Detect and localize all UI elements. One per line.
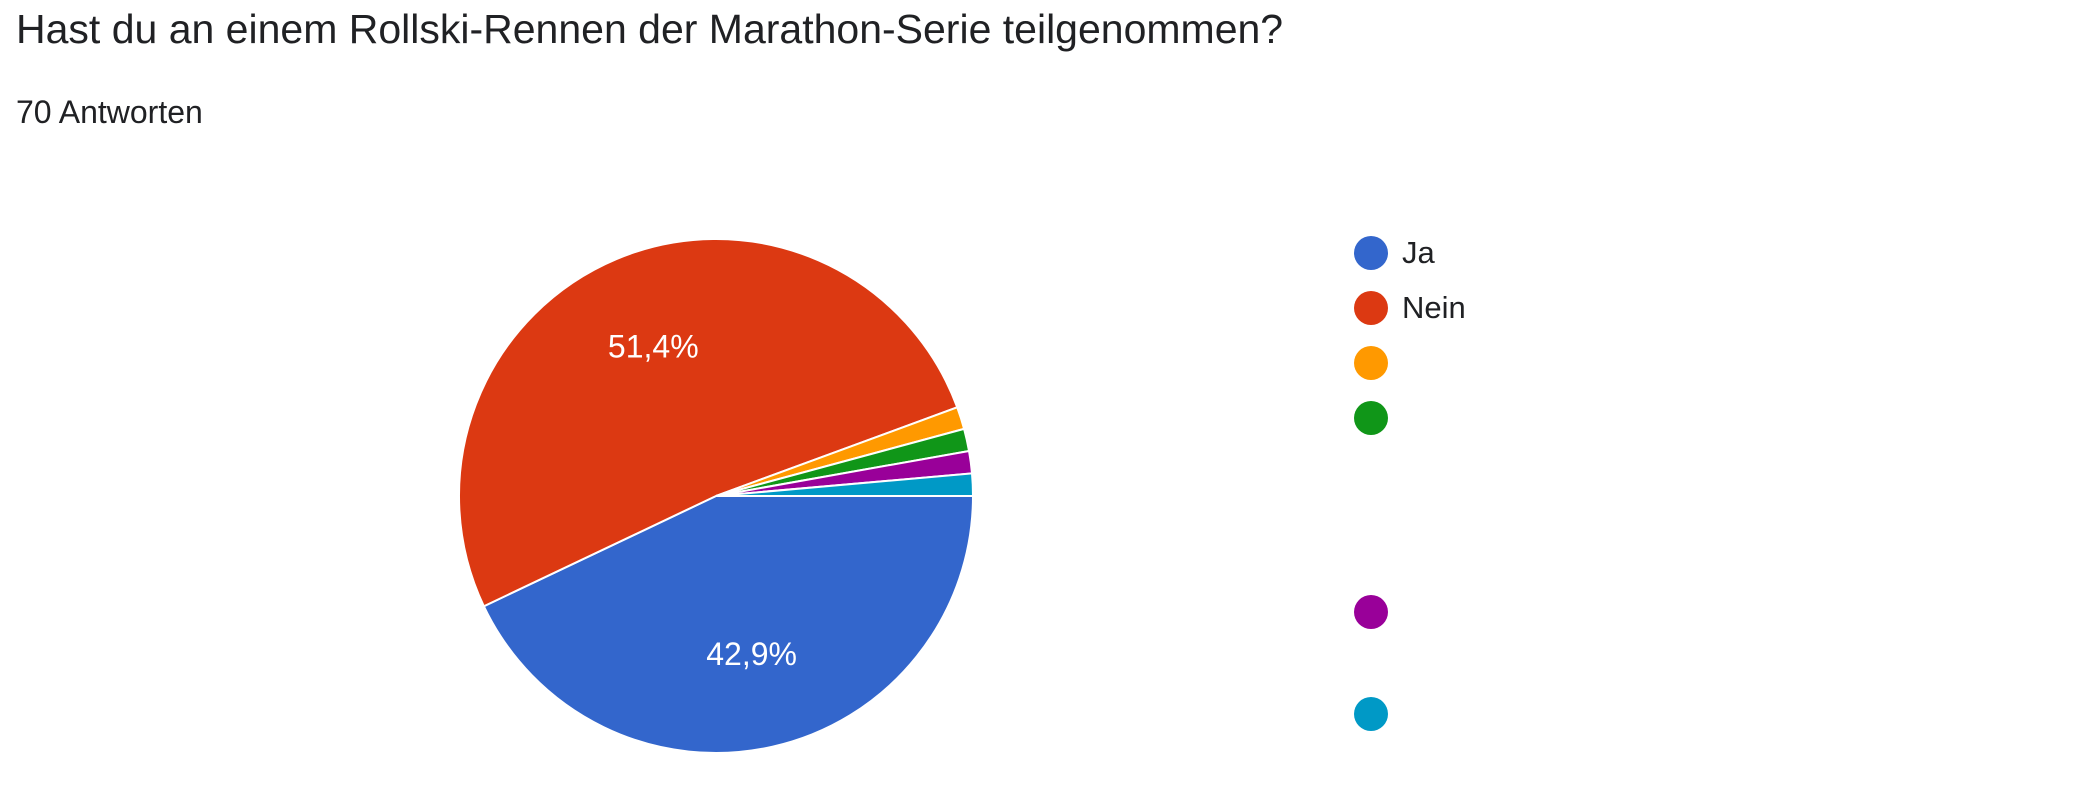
slice-value-label: 51,4%: [608, 329, 699, 365]
pie-slice-ja[interactable]: [482, 495, 975, 754]
legend-color-dot: [1354, 291, 1388, 325]
pie-slice-other-5[interactable]: [715, 472, 975, 497]
slice-value-label: 42,9%: [706, 636, 797, 672]
response-count: 70 Antworten: [16, 94, 203, 130]
legend-color-dot: [1354, 697, 1388, 731]
legend-label: Ja: [1402, 235, 1435, 270]
legend-color-dot: [1354, 346, 1388, 380]
pie-slice-nein[interactable]: [458, 238, 959, 608]
legend-label: Nein: [1402, 290, 1466, 325]
legend-color-dot: [1354, 401, 1388, 435]
legend-color-dot: [1354, 236, 1388, 270]
legend-color-dot: [1354, 595, 1388, 629]
chart-title: Hast du an einem Rollski-Rennen der Mara…: [16, 6, 1284, 52]
